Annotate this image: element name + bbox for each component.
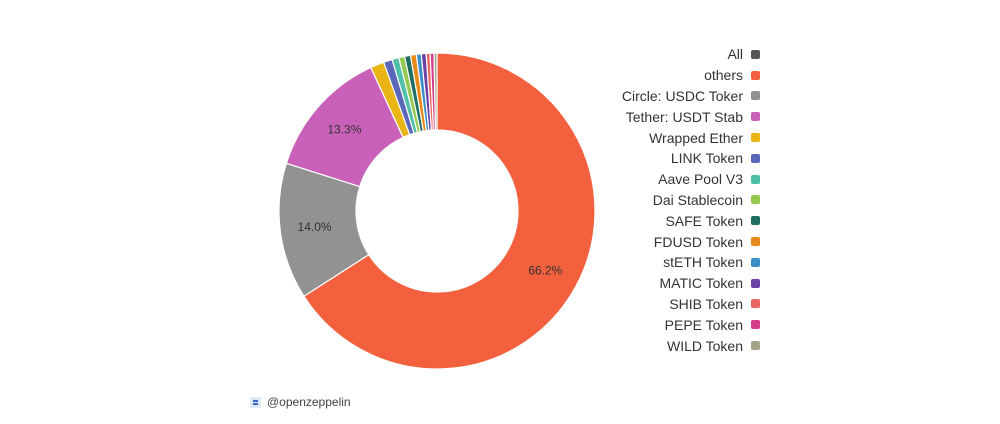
dune-logo-icon	[250, 396, 261, 408]
legend-swatch[interactable]	[751, 153, 760, 163]
legend-item-tether-usdt-stab[interactable]: Tether: USDT Stab	[600, 106, 760, 127]
legend-item-pepe-token[interactable]: PEPE Token	[600, 314, 760, 335]
legend-label[interactable]: SAFE Token	[665, 212, 743, 229]
watermark: @openzeppelin	[250, 395, 351, 409]
legend-swatch[interactable]	[751, 49, 760, 59]
watermark-text: @openzeppelin	[267, 395, 351, 409]
legend-label[interactable]: Dai Stablecoin	[652, 191, 743, 208]
legend-label[interactable]: MATIC Token	[659, 275, 743, 292]
legend-item-fdusd-token[interactable]: FDUSD Token	[600, 231, 760, 252]
slice-label-others: 66.2%	[528, 263, 562, 277]
legend-swatch[interactable]	[751, 341, 760, 351]
legend-item-steth-token[interactable]: stETH Token	[600, 252, 760, 273]
legend-swatch[interactable]	[751, 320, 760, 330]
legend-swatch[interactable]	[751, 91, 760, 101]
legend-swatch[interactable]	[751, 299, 760, 309]
legend-swatch[interactable]	[751, 174, 760, 184]
slice-wild-token[interactable]	[433, 52, 438, 131]
legend-item-wrapped-ether[interactable]: Wrapped Ether	[600, 127, 760, 148]
slice-others[interactable]	[303, 52, 596, 370]
donut-slices	[278, 52, 596, 370]
legend-label[interactable]: Aave Pool V3	[658, 171, 743, 188]
legend-item-shib-token[interactable]: SHIB Token	[600, 294, 760, 315]
legend-label[interactable]: WILD Token	[667, 337, 743, 354]
legend-swatch[interactable]	[751, 195, 760, 205]
legend-label[interactable]: Tether: USDT Stab	[625, 108, 743, 125]
legend-item-all[interactable]: All	[600, 44, 760, 65]
legend-label[interactable]: PEPE Token	[664, 316, 743, 333]
donut-slice-labels: 66.2% 14.0% 13.3%	[298, 122, 563, 277]
legend-item-wild-token[interactable]: WILD Token	[600, 335, 760, 356]
legend-label[interactable]: Circle: USDC Toker	[621, 87, 743, 104]
legend-swatch[interactable]	[751, 257, 760, 267]
legend-swatch[interactable]	[751, 70, 760, 80]
legend-label[interactable]: others	[704, 67, 743, 84]
legend-item-safe-token[interactable]: SAFE Token	[600, 210, 760, 231]
legend-swatch[interactable]	[751, 112, 760, 122]
legend-swatch[interactable]	[751, 133, 760, 143]
chart-legend: All others Circle: USDC Toker Tether: USDT …	[600, 44, 760, 356]
legend-label[interactable]: stETH Token	[663, 254, 743, 271]
legend-label[interactable]: All	[727, 46, 743, 63]
slice-label-tether-usdt-stablecoin: 13.3%	[327, 122, 361, 136]
legend-swatch[interactable]	[751, 237, 760, 247]
legend-item-circle-usdc-toker[interactable]: Circle: USDC Toker	[600, 86, 760, 107]
legend-swatch[interactable]	[751, 278, 760, 288]
legend-swatch[interactable]	[751, 216, 760, 226]
legend-item-matic-token[interactable]: MATIC Token	[600, 273, 760, 294]
legend-label[interactable]: Wrapped Ether	[649, 129, 743, 146]
legend-label[interactable]: LINK Token	[670, 150, 743, 167]
legend-item-dai-stablecoin[interactable]: Dai Stablecoin	[600, 190, 760, 211]
legend-label[interactable]: FDUSD Token	[653, 233, 743, 250]
legend-item-aave-pool-v3[interactable]: Aave Pool V3	[600, 169, 760, 190]
legend-item-others[interactable]: others	[600, 65, 760, 86]
slice-label-circle-usdc-token: 14.0%	[298, 220, 332, 234]
legend-item-link-token[interactable]: LINK Token	[600, 148, 760, 169]
legend-label[interactable]: SHIB Token	[669, 295, 743, 312]
